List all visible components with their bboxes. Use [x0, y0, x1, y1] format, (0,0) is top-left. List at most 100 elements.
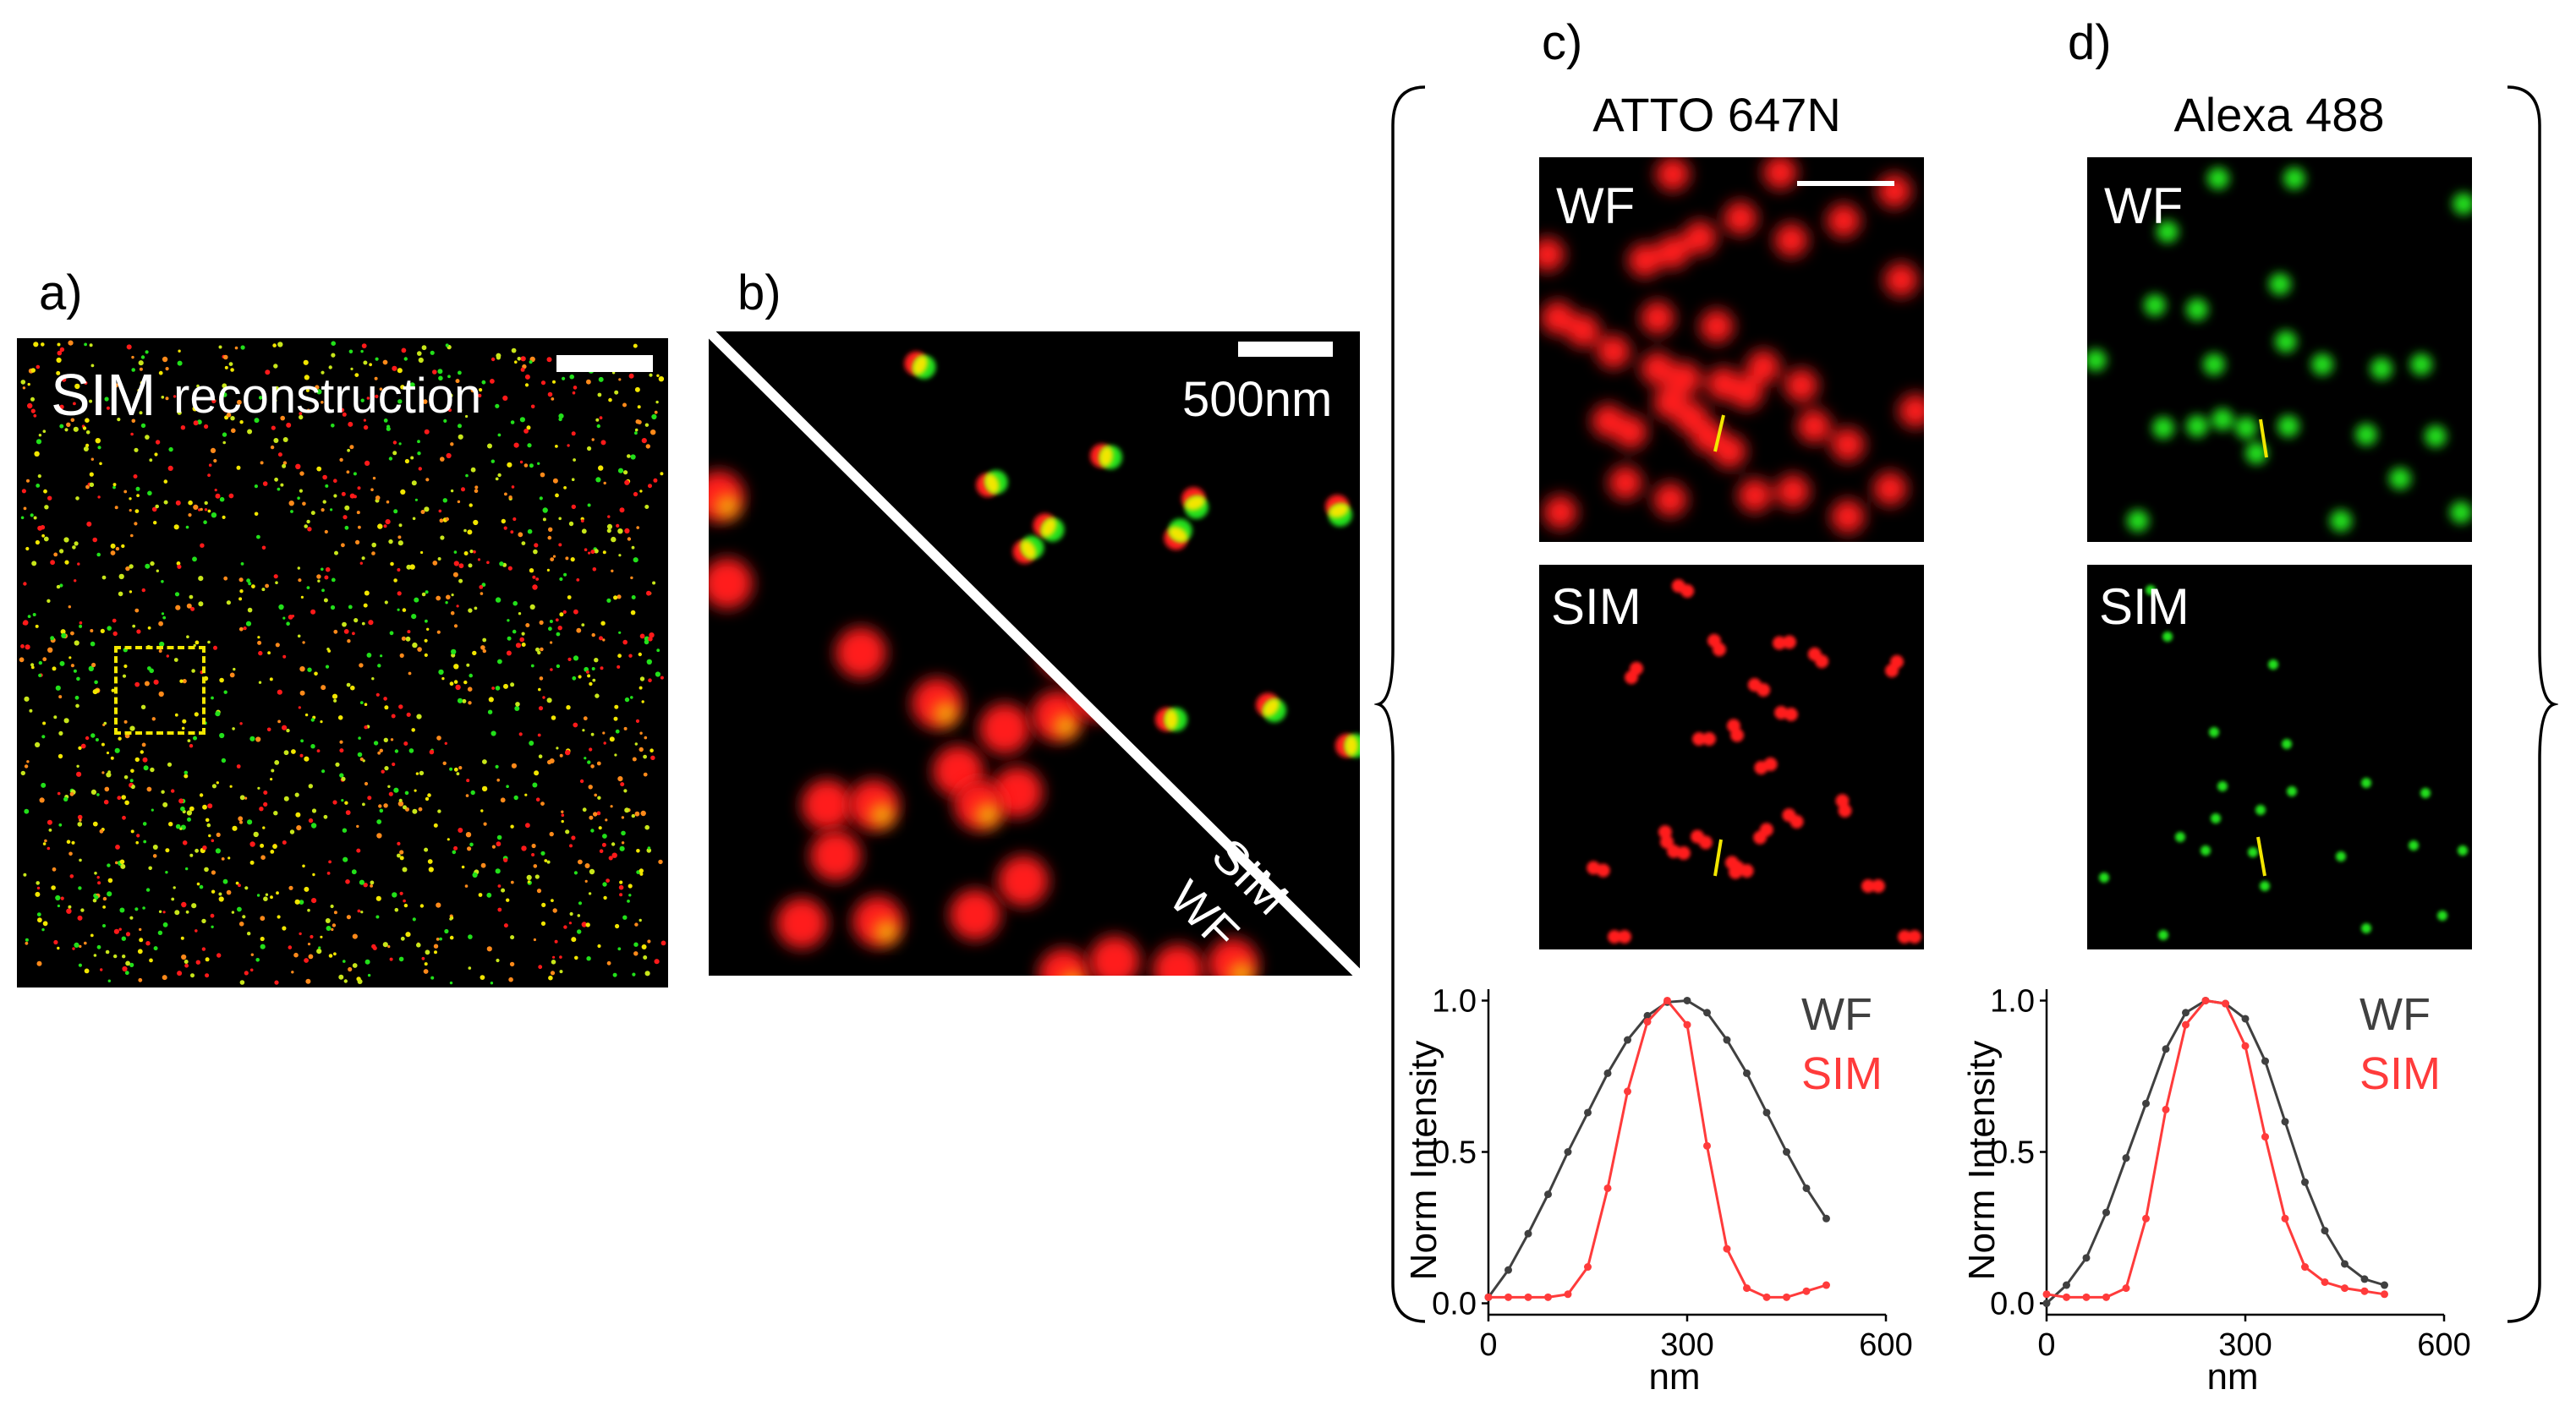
bead-dot [257, 640, 262, 645]
bead-dot [277, 342, 283, 347]
bead-dot [316, 949, 322, 955]
bead-dot [253, 831, 259, 838]
sim-spot-lobe [1660, 834, 1674, 849]
bead-dot [371, 677, 375, 681]
wf-spot [802, 780, 852, 830]
bead-dot [91, 662, 96, 668]
bead-dot [387, 785, 391, 788]
bead-dot [113, 928, 119, 934]
bead-dot [144, 681, 150, 687]
bead-dot [132, 624, 136, 628]
bead-dot [326, 872, 331, 875]
bead-dot [190, 973, 195, 978]
bead-dot [535, 577, 540, 581]
bead-dot [222, 878, 228, 884]
panel-d-wf-image: WF [2087, 157, 2472, 542]
bead-dot [66, 422, 71, 427]
data-point [2360, 1287, 2369, 1295]
bead-dot [453, 845, 458, 851]
bead-dot [639, 490, 643, 493]
legend-wf: WF [2360, 989, 2431, 1040]
bead-dot [588, 551, 591, 555]
bead-dot [32, 613, 36, 616]
bead-dot [188, 513, 192, 517]
wf-spot [709, 558, 753, 609]
bead-dot [41, 735, 46, 739]
data-point [2381, 1290, 2388, 1299]
bead-dot [321, 370, 325, 375]
data-point [2281, 1214, 2289, 1223]
bead-dot [520, 356, 526, 362]
wf-spot [2157, 221, 2179, 243]
bead-dot [371, 542, 377, 548]
bead-dot [274, 980, 279, 985]
bead-dot [449, 917, 452, 921]
bead-dot [269, 677, 273, 681]
bead-dot [643, 754, 647, 759]
bead-dot [442, 498, 447, 503]
bead-dot [375, 915, 380, 919]
bead-dot [42, 657, 47, 662]
bead-dot [507, 619, 510, 622]
bead-dot [467, 529, 473, 535]
bead-dot [421, 345, 427, 351]
sim-spot [2268, 659, 2278, 670]
bead-dot [125, 932, 131, 937]
bead-dot [204, 867, 209, 873]
bead-dot [126, 344, 132, 350]
bead-dot [271, 425, 276, 430]
bead-dot [385, 519, 391, 525]
bead-dot [512, 517, 517, 522]
data-point [1802, 1184, 1811, 1192]
bead-dot [186, 810, 192, 816]
data-point [1544, 1293, 1552, 1301]
bead-dot [377, 664, 381, 668]
bead-dot [534, 874, 540, 879]
data-point [2281, 1118, 2289, 1126]
sim-spot-lobe [1658, 825, 1672, 840]
panel-c-dye: ATTO 647N [1592, 88, 1841, 141]
bead-dot [579, 779, 584, 784]
bead-dot [153, 679, 159, 685]
bead-dot [550, 641, 553, 644]
sim-spot [1707, 633, 1726, 657]
sim-spot [2361, 778, 2371, 788]
bead-dot [113, 383, 118, 388]
bead-dot [130, 769, 134, 774]
bead-dot [275, 643, 280, 648]
bead-dot [380, 654, 383, 658]
bead-dot [393, 578, 397, 583]
bead-dot [262, 826, 266, 829]
bead-dot [588, 785, 593, 790]
bead-dot [371, 944, 376, 949]
bead-dot [255, 736, 261, 742]
bead-dot [565, 749, 571, 756]
bead-dot [48, 829, 52, 832]
bead-dot [451, 648, 457, 655]
bead-dot [331, 577, 336, 583]
bead-dot [652, 581, 656, 585]
bead-dot [282, 437, 288, 442]
bead-dot [569, 911, 573, 916]
bead-dot [343, 856, 348, 862]
sim-spot-lobe [1908, 930, 1921, 944]
bead-dot [526, 425, 531, 430]
bead-dot [323, 814, 328, 819]
bead-dot [165, 397, 169, 401]
bead-dot [148, 866, 152, 871]
sim-dumbbell [1181, 487, 1209, 519]
bead-dot [639, 676, 645, 681]
bead-dot [77, 562, 80, 566]
bead-dot [403, 805, 407, 810]
bead-dot [122, 815, 126, 820]
bead-dot [386, 500, 390, 504]
bead-dot [25, 546, 30, 551]
bead-dot [263, 801, 268, 807]
bead-dot [161, 396, 165, 399]
bead-dot [191, 903, 197, 909]
bead-dot [248, 582, 252, 586]
bead-dot [288, 501, 294, 506]
bead-dot [165, 848, 170, 853]
bead-dot [375, 357, 379, 361]
bead-dot [548, 975, 553, 981]
